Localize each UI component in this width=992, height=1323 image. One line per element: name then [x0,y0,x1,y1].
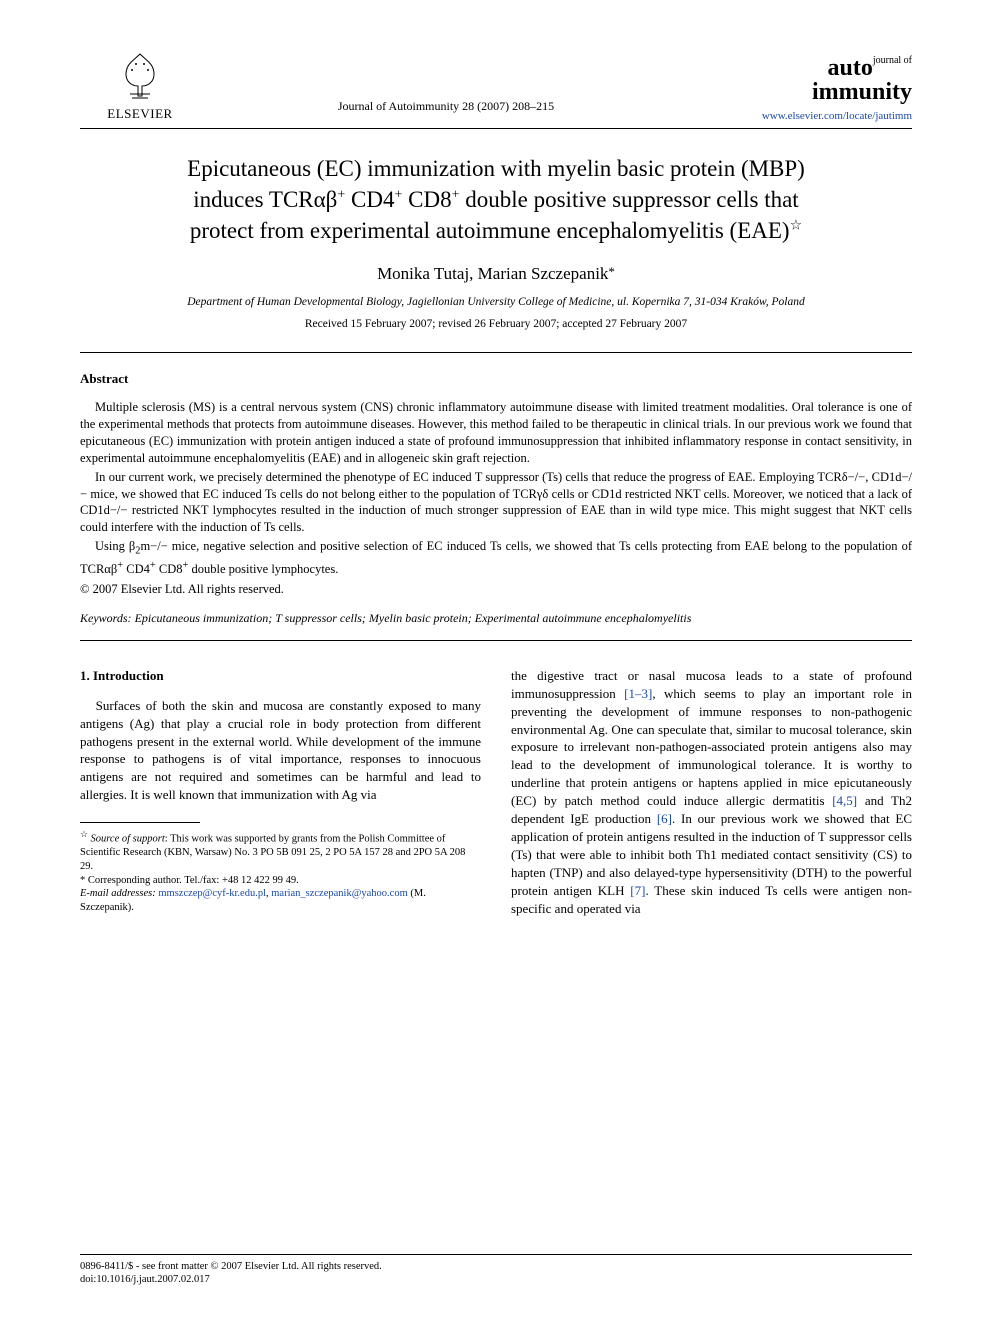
journal-reference: Journal of Autoimmunity 28 (2007) 208–21… [200,99,692,122]
cite-1-3[interactable]: [1–3] [624,686,652,701]
title-line2-pre: induces TCRαβ [193,187,337,212]
corr-text: Corresponding author. Tel./fax: +48 12 4… [85,875,299,886]
logo-word-auto: auto [828,55,873,81]
abstract-copyright: © 2007 Elsevier Ltd. All rights reserved… [80,582,912,597]
column-right: the digestive tract or nasal mucosa lead… [511,667,912,918]
article-title: Epicutaneous (EC) immunization with myel… [100,153,892,246]
support-label: Source of support [88,834,165,845]
affiliation: Department of Human Developmental Biolog… [80,296,912,308]
keywords-line: Keywords: Epicutaneous immunization; T s… [80,611,912,626]
cite-7[interactable]: [7] [630,883,645,898]
publisher-block: ELSEVIER [80,50,200,122]
publisher-name: ELSEVIER [107,106,172,122]
article-dates: Received 15 February 2007; revised 26 Fe… [80,318,912,330]
rule-top [80,352,912,353]
page-footer: 0896-8411/$ - see front matter © 2007 El… [80,1254,912,1287]
title-sup3: + [452,187,460,202]
title-line2-m1: CD4 [345,187,394,212]
logo-word-immunity: immunity [812,79,912,105]
page-header: ELSEVIER Journal of Autoimmunity 28 (200… [80,50,912,129]
support-star: ☆ [80,829,88,839]
abstract-p3: Using β2m−/− mice, negative selection an… [80,538,912,578]
title-star: ☆ [790,218,803,233]
email-link-1[interactable]: mmszczep@cyf-kr.edu.pl [156,888,266,899]
journal-url-link[interactable]: www.elsevier.com/locate/jautimm [762,110,912,122]
cite-4-5[interactable]: [4,5] [832,793,857,808]
keywords-text: Epicutaneous immunization; T suppressor … [132,611,692,625]
abstract-p2: In our current work, we precisely determ… [80,469,912,537]
rule-bottom [80,640,912,641]
email-link-2[interactable]: marian_szczepanik@yahoo.com [271,888,408,899]
title-line3: protect from experimental autoimmune enc… [190,218,790,243]
cite-6[interactable]: [6] [657,811,672,826]
elsevier-tree-icon [116,50,164,102]
abstract-p1: Multiple sclerosis (MS) is a central ner… [80,399,912,467]
authors: Monika Tutaj, Marian Szczepanik* [80,264,912,284]
abstract-heading: Abstract [80,371,912,387]
email-label: E-mail addresses: [80,888,156,899]
abs-p3-pre: Using β [95,539,135,553]
body-columns: 1. Introduction Surfaces of both the ski… [80,667,912,918]
logo-sup: journal of [873,55,912,66]
footer-line2: doi:10.1016/j.jaut.2007.02.017 [80,1273,912,1287]
column-left: 1. Introduction Surfaces of both the ski… [80,667,481,918]
footnote-rule [80,822,200,823]
keywords-label: Keywords: [80,611,132,625]
journal-logo: autojournal of immunity [812,56,912,104]
abs-p3-m1: CD4 [123,562,150,576]
corresponding-mark: * [608,264,615,279]
abs-p3-post: double positive lymphocytes. [188,562,338,576]
footer-line1: 0896-8411/$ - see front matter © 2007 El… [80,1260,912,1274]
intro-col2: the digestive tract or nasal mucosa lead… [511,667,912,918]
footnote-email: E-mail addresses: mmszczep@cyf-kr.edu.pl… [80,887,481,914]
title-line2-m2: CD8 [402,187,451,212]
intro-col1: Surfaces of both the skin and mucosa are… [80,697,481,805]
title-line1: Epicutaneous (EC) immunization with myel… [187,156,805,181]
abstract-block: Abstract Multiple sclerosis (MS) is a ce… [80,371,912,597]
section-1-heading: 1. Introduction [80,667,481,685]
title-line2-post: double positive suppressor cells that [460,187,799,212]
footnote-support: ☆ Source of support: This work was suppo… [80,829,481,873]
journal-logo-block: autojournal of immunity www.elsevier.com… [692,56,912,122]
author-2: Marian Szczepanik [478,264,609,283]
col2-m1: , which seems to play an important role … [511,686,912,809]
abs-p3-m2: CD8 [156,562,183,576]
author-1: Monika Tutaj [377,264,469,283]
footnote-corresponding: * Corresponding author. Tel./fax: +48 12… [80,874,481,888]
